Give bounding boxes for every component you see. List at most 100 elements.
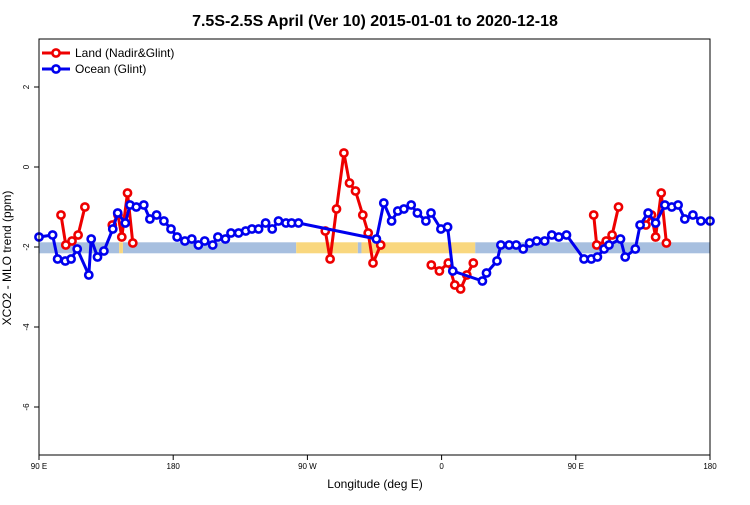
data-point xyxy=(151,210,162,220)
data-point xyxy=(591,240,602,250)
data-point xyxy=(120,218,131,228)
legend-swatch-point xyxy=(51,48,61,58)
data-point xyxy=(253,224,264,234)
data-point xyxy=(186,234,197,244)
y-tick-label: -2 xyxy=(22,243,31,251)
data-point xyxy=(561,230,572,240)
data-point xyxy=(72,244,83,254)
data-point xyxy=(656,188,667,198)
data-point xyxy=(220,234,231,244)
data-point xyxy=(107,224,118,234)
data-point xyxy=(434,266,445,276)
data-point xyxy=(412,208,423,218)
data-point xyxy=(518,244,529,254)
data-point xyxy=(73,230,83,240)
y-tick-label: -6 xyxy=(22,403,31,411)
data-point xyxy=(357,210,368,220)
data-point xyxy=(447,266,458,276)
legend-label: Land (Nadir&Glint) xyxy=(75,46,174,60)
data-point xyxy=(613,202,624,212)
legend-item-2: Ocean (Glint) xyxy=(42,62,146,76)
data-point xyxy=(267,224,278,234)
data-point xyxy=(92,252,103,262)
data-point xyxy=(350,186,361,196)
data-point xyxy=(495,240,506,250)
data-point xyxy=(531,236,542,246)
data-point xyxy=(630,244,641,254)
data-point xyxy=(643,208,653,218)
x-axis-ticks: 90 E 180 90 W 0 90 E 180 xyxy=(31,455,717,471)
x-axis-label: Longitude (deg E) xyxy=(327,477,422,491)
data-point xyxy=(398,204,409,214)
data-point xyxy=(650,218,661,228)
data-point xyxy=(468,258,479,268)
data-point xyxy=(80,202,90,212)
data-point xyxy=(47,230,58,240)
data-point xyxy=(83,270,94,280)
y-tick-label: 0 xyxy=(22,164,31,169)
data-point xyxy=(371,234,382,244)
data-point xyxy=(696,216,706,226)
data-point xyxy=(52,254,63,264)
data-point xyxy=(138,200,149,210)
data-point xyxy=(226,228,236,238)
data-point xyxy=(199,236,210,246)
data-point xyxy=(166,224,176,234)
data-point xyxy=(511,240,522,250)
band-segment xyxy=(475,242,710,254)
data-point xyxy=(592,252,603,262)
data-point xyxy=(673,200,683,210)
legend-swatch-point xyxy=(51,64,61,74)
y-axis-label: XCO2 - MLO trend (ppm) xyxy=(0,191,14,326)
chart-title: 7.5S-2.5S April (Ver 10) 2015-01-01 to 2… xyxy=(192,13,558,30)
legend-label: Ocean (Glint) xyxy=(75,62,146,76)
data-point xyxy=(442,222,453,232)
data-point xyxy=(99,246,109,256)
data-point xyxy=(116,232,127,242)
data-point xyxy=(426,208,436,218)
band-segment xyxy=(361,242,476,254)
series-line xyxy=(323,151,383,265)
data-point xyxy=(331,204,342,214)
data-point xyxy=(420,216,431,226)
y-tick-label: -4 xyxy=(22,323,31,331)
data-point xyxy=(426,260,437,270)
series-group xyxy=(34,148,715,294)
x-tick-label: 90 W xyxy=(298,462,317,471)
data-point xyxy=(122,188,133,198)
data-point xyxy=(615,234,626,244)
data-point xyxy=(66,254,76,264)
data-point xyxy=(212,232,223,242)
data-point xyxy=(273,216,284,226)
data-point xyxy=(293,218,304,228)
data-point xyxy=(650,232,661,242)
data-point xyxy=(477,276,488,286)
data-point xyxy=(158,216,169,226)
data-point xyxy=(688,210,698,220)
data-point xyxy=(386,216,397,226)
data-point xyxy=(620,252,631,262)
data-point xyxy=(131,202,142,212)
data-point xyxy=(539,236,550,246)
band-segment xyxy=(357,242,362,254)
data-point xyxy=(604,240,614,250)
data-point xyxy=(661,238,672,248)
data-point xyxy=(112,208,123,218)
data-point xyxy=(344,178,355,188)
y-axis-ticks: 2 0 -2 -4 -6 xyxy=(22,84,39,411)
data-point xyxy=(325,254,335,264)
data-point xyxy=(607,230,617,240)
data-point xyxy=(455,284,466,294)
x-tick-label: 180 xyxy=(703,462,717,471)
data-point xyxy=(481,268,492,278)
data-point xyxy=(679,214,690,224)
data-point xyxy=(635,220,645,230)
data-point xyxy=(67,236,77,246)
data-point xyxy=(127,238,138,248)
data-point xyxy=(207,240,218,250)
data-point xyxy=(338,148,349,158)
data-point xyxy=(368,258,378,268)
x-tick-label: 0 xyxy=(439,462,444,471)
x-tick-label: 180 xyxy=(167,462,181,471)
